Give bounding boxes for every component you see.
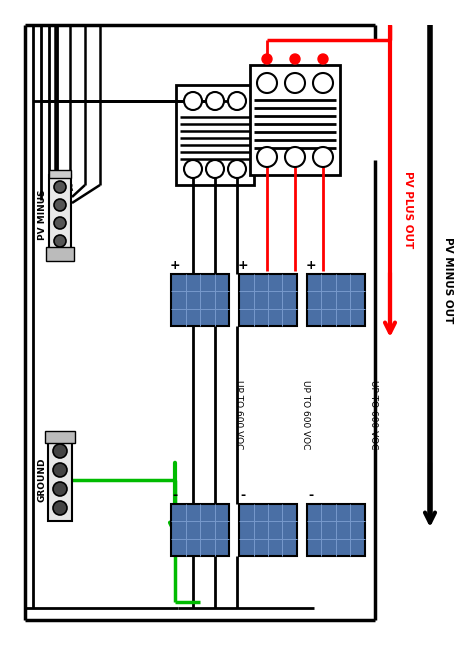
Circle shape (54, 181, 66, 193)
Text: PV MINUS: PV MINUS (37, 190, 46, 240)
Text: PV MINUS OUT: PV MINUS OUT (443, 237, 453, 323)
Circle shape (206, 160, 224, 178)
Text: -: - (173, 488, 178, 501)
Bar (307, 274, 365, 326)
Circle shape (257, 73, 277, 93)
Circle shape (318, 54, 328, 64)
Text: -: - (309, 488, 314, 501)
Circle shape (228, 160, 246, 178)
Text: +: + (170, 258, 180, 271)
Circle shape (285, 73, 305, 93)
Circle shape (228, 92, 246, 110)
Circle shape (53, 444, 67, 458)
Bar (239, 274, 297, 326)
Circle shape (285, 147, 305, 167)
Bar (171, 274, 229, 326)
Text: UP TO 600 VOC: UP TO 600 VOC (370, 380, 379, 450)
Circle shape (262, 54, 272, 64)
Circle shape (206, 92, 224, 110)
Bar (49, 175, 71, 255)
Circle shape (53, 463, 67, 477)
Circle shape (313, 147, 333, 167)
Bar (176, 85, 254, 185)
Bar (46, 247, 74, 261)
Circle shape (54, 235, 66, 247)
Bar (307, 504, 365, 556)
Bar (45, 431, 75, 443)
Bar (250, 65, 340, 175)
Bar (171, 504, 229, 556)
Circle shape (290, 54, 300, 64)
Circle shape (257, 147, 277, 167)
Circle shape (54, 199, 66, 211)
Circle shape (184, 160, 202, 178)
Circle shape (313, 73, 333, 93)
Circle shape (53, 501, 67, 515)
Circle shape (54, 217, 66, 229)
Text: UP TO 600 VOC: UP TO 600 VOC (234, 380, 243, 450)
Text: PV PLUS OUT: PV PLUS OUT (403, 171, 413, 249)
Bar (239, 504, 297, 556)
Circle shape (53, 482, 67, 496)
Text: -: - (240, 488, 246, 501)
Text: UP TO 600 VOC: UP TO 600 VOC (301, 380, 310, 450)
Text: +: + (306, 258, 316, 271)
Bar (48, 439, 72, 521)
Text: +: + (237, 258, 248, 271)
Text: GROUND: GROUND (37, 458, 46, 502)
Bar (49, 170, 71, 178)
Circle shape (184, 92, 202, 110)
